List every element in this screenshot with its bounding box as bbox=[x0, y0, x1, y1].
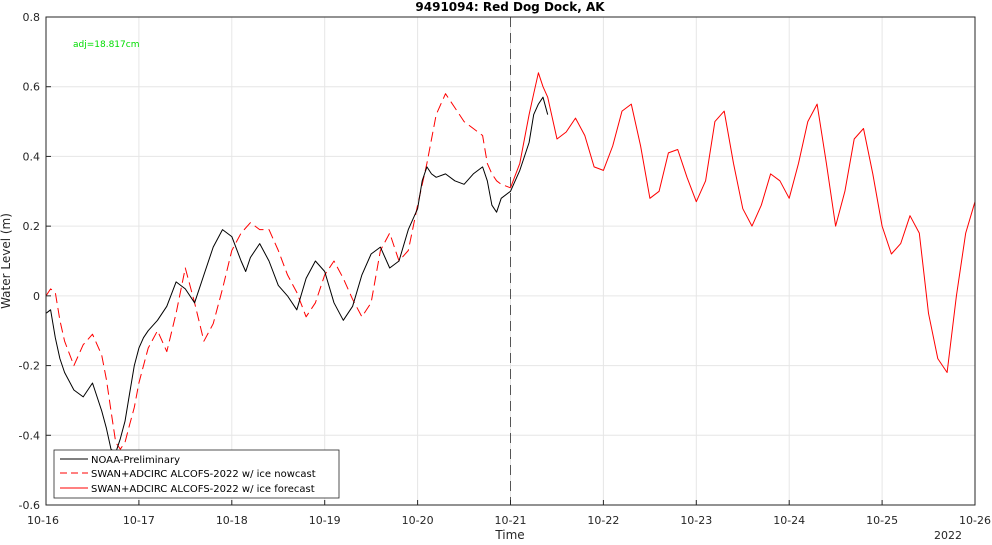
y-tick-label: 0.4 bbox=[23, 150, 41, 163]
series-line-2 bbox=[510, 72, 976, 373]
y-tick-label: 0 bbox=[33, 290, 40, 303]
legend-label-forecast: SWAN+ADCIRC ALCOFS-2022 w/ ice forecast bbox=[91, 484, 315, 495]
y-tick-label: -0.4 bbox=[19, 429, 40, 442]
legend-box bbox=[53, 449, 340, 499]
legend: NOAA-Preliminary SWAN+ADCIRC ALCOFS-2022… bbox=[53, 449, 340, 499]
series-line-0 bbox=[45, 96, 549, 454]
year-label: 2022 bbox=[934, 529, 962, 541]
y-tick-label: -0.2 bbox=[19, 360, 40, 373]
series-layer bbox=[45, 72, 976, 454]
x-tick-label: 10-24 bbox=[773, 514, 805, 527]
x-tick-label: 10-19 bbox=[309, 514, 341, 527]
x-tick-label: 10-17 bbox=[123, 514, 155, 527]
x-tick-label: 10-25 bbox=[866, 514, 898, 527]
y-axis-label: Water Level (m) bbox=[0, 213, 13, 309]
series-line-1 bbox=[45, 93, 511, 450]
y-tick-label: 0.8 bbox=[23, 11, 41, 24]
x-tick-label: 10-18 bbox=[216, 514, 248, 527]
x-tick-label: 10-20 bbox=[402, 514, 434, 527]
x-tick-label: 10-23 bbox=[680, 514, 712, 527]
x-axis-label: Time bbox=[494, 528, 524, 541]
x-tick-label: 10-26 bbox=[959, 514, 991, 527]
y-tick-label: 0.2 bbox=[23, 220, 41, 233]
axis-ticks: 10-16 10-17 10-18 10-19 10-20 10-21 10-22 10-23… bbox=[19, 11, 991, 527]
x-tick-label: 10-21 bbox=[495, 514, 527, 527]
chart-title: 9491094: Red Dog Dock, AK bbox=[415, 0, 605, 14]
legend-label-noaa: NOAA-Preliminary bbox=[91, 455, 180, 466]
x-tick-label: 10-16 bbox=[27, 514, 59, 527]
y-tick-label: -0.6 bbox=[19, 499, 40, 512]
adjustment-annotation: adj=18.817cm bbox=[73, 40, 139, 50]
legend-label-nowcast: SWAN+ADCIRC ALCOFS-2022 w/ ice nowcast bbox=[91, 469, 316, 480]
y-tick-label: 0.6 bbox=[23, 81, 41, 94]
x-tick-label: 10-22 bbox=[587, 514, 619, 527]
